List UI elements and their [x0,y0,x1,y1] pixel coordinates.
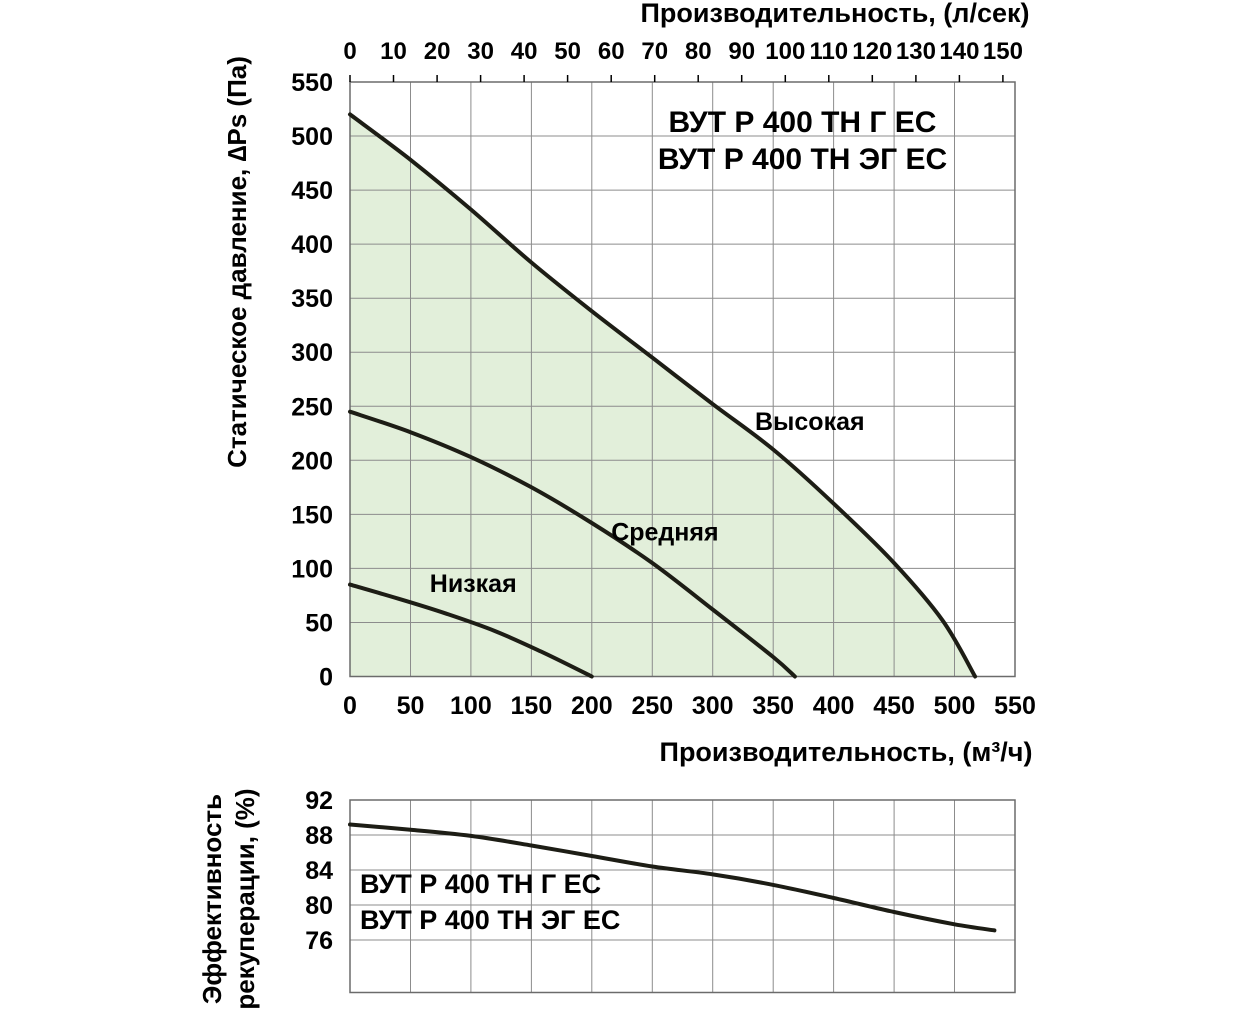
curve-label-1: Средняя [611,518,718,546]
efficiency-tick-label: 88 [305,822,333,850]
lps-tick-label: 30 [467,38,494,65]
x-tick-label: 250 [631,692,673,720]
pressure-tick-label: 400 [291,231,333,259]
x-tick-label: 200 [571,692,613,720]
top-chart-grid [350,82,1015,677]
x-tick-label: 450 [873,692,915,720]
pressure-axis-title: Статическое давление, ∆Ps (Па) [222,56,252,468]
x-tick-label: 300 [692,692,734,720]
x-tick-label: 0 [343,692,357,720]
efficiency-chart-frame [349,799,1016,994]
recuperation-annotation-line-2: ВУТ Р 400 ТН ЭГ ЕС [360,905,621,935]
efficiency-axis-title-line-2: рекуперации, (%) [230,788,260,1010]
efficiency-tick-label: 80 [305,892,333,920]
lps-tick-label: 100 [765,38,805,65]
recuperation-annotation: ВУТ Р 400 ТН Г ЕС ВУТ Р 400 ТН ЭГ ЕС [360,866,620,938]
top-chart-frame [349,81,1016,678]
lps-tick-label: 10 [380,38,407,65]
bottom-axis-title: Производительность, (м³/ч) [659,737,1033,767]
efficiency-axis-title: Эффективность рекуперации, (%) [196,749,260,1013]
pressure-tick-label: 350 [291,285,333,313]
efficiency-chart: 76 80 84 88 92 [305,787,1016,994]
x-tick-label: 400 [813,692,855,720]
lps-tick-label: 70 [641,38,668,65]
pressure-tick-label: 200 [291,447,333,475]
recuperation-annotation-line-1: ВУТ Р 400 ТН Г ЕС [360,869,602,899]
speed-curve-2 [348,582,594,679]
lps-tick-label: 40 [511,38,538,65]
chart-title-line-2: ВУТ Р 400 ТН ЭГ ЕС [657,143,948,176]
lps-tick-label: 90 [728,38,755,65]
top-axis-title: Производительность, (л/сек) [640,0,1030,28]
pressure-tick-label: 100 [291,555,333,583]
lps-tick-label: 150 [983,38,1023,65]
pressure-tick-label: 500 [291,123,333,151]
speed-curve-1 [348,409,797,679]
lps-tick-label: 130 [896,38,936,65]
x-tick-label: 350 [752,692,794,720]
pressure-tick-label: 0 [319,664,333,692]
lps-tick-label: 120 [852,38,892,65]
pressure-tick-label: 50 [305,610,333,638]
speed-curve-0 [348,112,978,679]
curve-label-2: Низкая [430,570,517,598]
lps-tick-label: 60 [598,38,625,65]
lps-tick-label: 80 [685,38,712,65]
curve-label-0: Высокая [755,408,865,436]
efficiency-tick-label: 84 [305,857,333,885]
lps-tick-label: 110 [809,38,848,65]
lps-tick-label: 50 [554,38,581,65]
x-tick-label: 550 [994,692,1036,720]
recuperation-curve [348,822,997,933]
pressure-tick-label: 250 [291,393,333,421]
chart-title-line-1: ВУТ Р 400 ТН Г ЕС [668,106,937,139]
lps-tick-label: 140 [939,38,979,65]
pressure-tick-label: 450 [291,177,333,205]
efficiency-axis-title-line-1: Эффективность [197,793,227,1005]
lps-tick-label: 0 [343,38,356,65]
pressure-tick-label: 550 [291,69,333,97]
chart-title: ВУТ Р 400 ТН Г ЕС ВУТ Р 400 ТН ЭГ ЕС [600,104,1005,178]
x-tick-label: 150 [511,692,553,720]
efficiency-tick-label: 76 [305,927,333,955]
pressure-tick-label: 300 [291,339,333,367]
efficiency-tick-label: 92 [305,787,333,815]
operating-area-fill [350,114,976,677]
pressure-tick-label: 150 [291,501,333,529]
lps-tick-label: 20 [424,38,451,65]
x-tick-label: 500 [934,692,976,720]
x-tick-label: 100 [450,692,492,720]
x-tick-label: 50 [397,692,425,720]
